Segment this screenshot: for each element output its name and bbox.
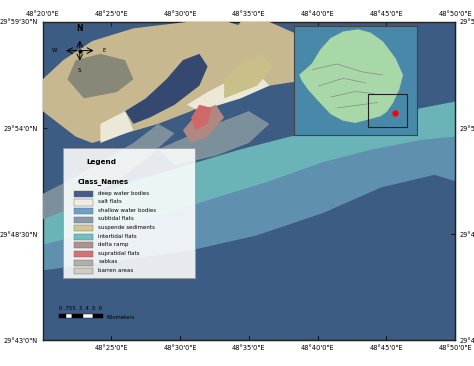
Bar — [73, 314, 82, 318]
Text: shallow water bodies: shallow water bodies — [98, 208, 156, 213]
Text: supratidal flats: supratidal flats — [98, 251, 140, 256]
Text: Legend: Legend — [86, 159, 116, 165]
Text: deep water bodies: deep water bodies — [98, 191, 149, 196]
Text: 0 .755  3 .4 .5  6: 0 .755 3 .4 .5 6 — [59, 306, 102, 311]
Polygon shape — [191, 105, 212, 130]
Polygon shape — [67, 54, 133, 98]
Bar — [73, 259, 93, 266]
Bar — [73, 251, 93, 257]
Text: intertidal flats: intertidal flats — [98, 234, 137, 239]
Polygon shape — [187, 73, 269, 111]
Text: Class_Names: Class_Names — [78, 178, 129, 185]
Polygon shape — [158, 111, 269, 165]
Polygon shape — [43, 124, 455, 270]
Polygon shape — [300, 30, 402, 122]
Polygon shape — [100, 111, 133, 143]
Polygon shape — [224, 54, 273, 98]
Bar — [368, 94, 407, 127]
Polygon shape — [125, 54, 208, 124]
Polygon shape — [43, 102, 455, 245]
Bar — [59, 314, 66, 318]
Text: barren areas: barren areas — [98, 268, 134, 273]
Text: suspende sediments: suspende sediments — [98, 225, 155, 230]
Text: S: S — [78, 68, 82, 73]
Bar — [73, 268, 93, 274]
Bar — [73, 208, 93, 214]
Polygon shape — [224, 22, 331, 92]
Polygon shape — [43, 124, 174, 219]
Bar — [73, 217, 93, 223]
Bar — [93, 314, 103, 318]
Polygon shape — [43, 22, 269, 143]
Text: E: E — [102, 48, 106, 53]
FancyBboxPatch shape — [63, 148, 195, 278]
Bar — [73, 225, 93, 231]
Bar — [82, 314, 93, 318]
Bar — [66, 314, 73, 318]
Bar — [73, 242, 93, 249]
Text: salt flats: salt flats — [98, 199, 122, 204]
Polygon shape — [183, 105, 224, 143]
Text: Kilometers: Kilometers — [107, 315, 135, 320]
Text: subtidal flats: subtidal flats — [98, 217, 134, 221]
Text: delta ramp: delta ramp — [98, 242, 129, 247]
Text: W: W — [52, 48, 57, 53]
Bar — [73, 199, 93, 206]
Bar — [73, 191, 93, 197]
Bar — [73, 234, 93, 240]
Text: N: N — [76, 24, 83, 33]
Text: sabkas: sabkas — [98, 259, 118, 265]
